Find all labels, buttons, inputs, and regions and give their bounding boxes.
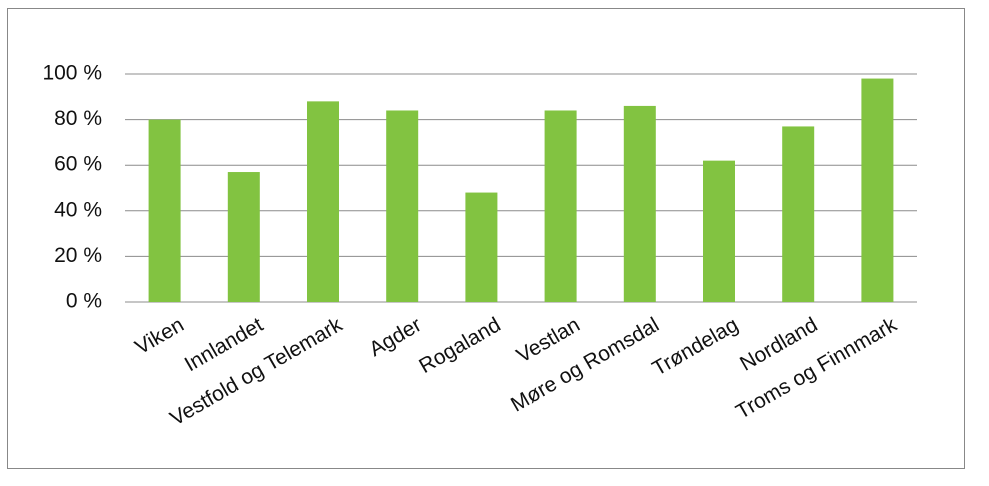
bar (623, 105, 656, 302)
y-tick-label: 40 % (54, 198, 102, 221)
y-tick-label: 80 % (54, 107, 102, 130)
bar (703, 160, 735, 302)
x-tick-label: Agder (365, 313, 425, 361)
bar (782, 126, 815, 302)
y-tick-label: 20 % (54, 244, 102, 267)
x-tick-label: Trøndelag (649, 313, 743, 380)
chart-frame (7, 8, 965, 469)
x-tick-label: Viken (131, 313, 188, 359)
x-tick-label: Rogaland (415, 313, 504, 378)
y-tick-label: 0 % (66, 290, 102, 313)
y-tick-label: 100 % (42, 62, 102, 85)
bar (544, 110, 577, 302)
bar (227, 172, 260, 302)
bar (307, 101, 339, 302)
bar (861, 78, 894, 302)
bar (148, 119, 181, 302)
bar (465, 192, 498, 302)
y-tick-label: 60 % (54, 153, 102, 176)
x-tick-label: Møre og Romsdal (507, 313, 663, 416)
bar (386, 110, 419, 302)
